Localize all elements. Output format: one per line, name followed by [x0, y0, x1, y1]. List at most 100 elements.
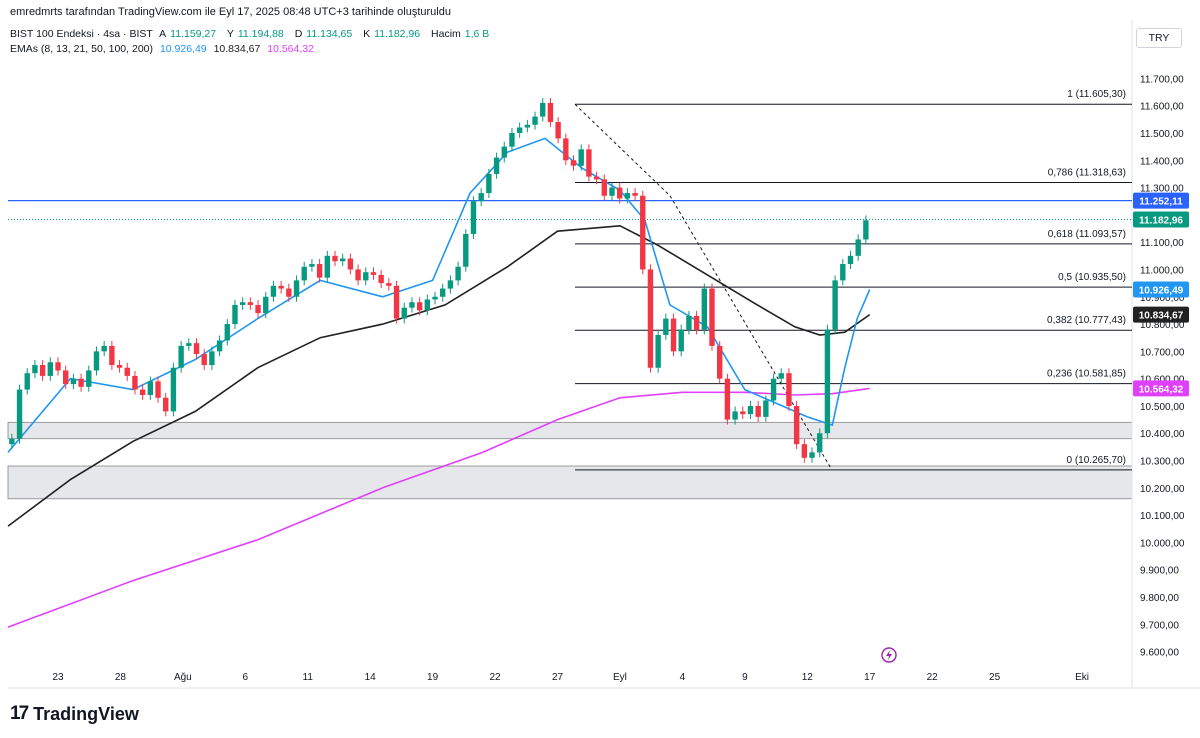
candle-body: [239, 302, 246, 305]
candle-body: [63, 370, 69, 385]
candle-body: [724, 378, 731, 420]
ema-label[interactable]: EMAs (8, 13, 21, 50, 100, 200): [10, 43, 154, 55]
blue-line-tag-bg: [1133, 192, 1189, 209]
ema-fast-tag-bg: [1133, 281, 1189, 298]
time-axis: 23 28 Ağu 6 11 14 19 22 27 Eyl 4 9 12 17 22 25 Eki: [52, 672, 1089, 683]
symbol-legend: BIST 100 Endeksi · 4sa · BIST A 11.159,27…: [10, 28, 497, 40]
candle-body: [447, 280, 454, 289]
y-tick-label: 10.000,00: [1140, 538, 1185, 549]
candle-body: [209, 351, 215, 365]
blue-line-tag: 11.252,11: [1139, 197, 1183, 208]
x-tick-label: 14: [365, 672, 377, 683]
candle-body: [309, 264, 315, 267]
candle-body: [770, 378, 777, 401]
candle-body: [55, 362, 61, 371]
currency-button[interactable]: TRY: [1136, 28, 1182, 48]
price-axis-ticks: 9.600,00 9.700,00 9.800,00 9.900,00 10.000,0…: [8, 20, 1200, 689]
candle-body: [578, 149, 584, 166]
candle-body: [286, 288, 292, 297]
candle-body: [363, 272, 369, 281]
candle-body: [793, 405, 800, 445]
horizontal-blue-line: [8, 200, 1132, 221]
lightning-icon[interactable]: [881, 647, 897, 663]
last-price-tag: 11.182,96: [1139, 216, 1183, 227]
candle-body: [224, 324, 230, 341]
candle-body: [93, 351, 100, 371]
y-tick-label: 10.400,00: [1140, 429, 1185, 440]
ema-mid-line: [7, 224, 871, 527]
candle-body: [824, 329, 831, 434]
candle-body: [647, 269, 654, 368]
candle-body: [416, 302, 423, 311]
symbol-name[interactable]: BIST 100 Endeksi · 4sa · BIST: [10, 28, 153, 40]
candle-body: [124, 367, 130, 376]
y-tick-label: 9.600,00: [1140, 648, 1179, 659]
candle-body: [201, 354, 207, 365]
fib-label: 0,786 (11.318,63): [1048, 167, 1126, 178]
ema-fast-line: [7, 137, 871, 453]
volume-value: Hacim 1,6 B: [431, 28, 490, 40]
ema-mid-value: 10.834,67: [213, 43, 261, 55]
candle-body: [16, 389, 23, 439]
candle-body: [409, 302, 415, 308]
candle-body: [263, 296, 269, 314]
candle-body: [740, 411, 746, 415]
candle-body: [270, 285, 277, 297]
fib-label: 0,236 (10.581,85): [1047, 369, 1126, 380]
price-tags: 11.252,11 11.182,96 10.926,49 10.834,67 10.5…: [1133, 192, 1189, 397]
candle-body: [47, 362, 54, 376]
candle-body: [686, 315, 692, 330]
x-tick-label: 23: [52, 672, 64, 683]
candle-body: [570, 160, 577, 166]
candle-body: [509, 132, 515, 147]
tradingview-logo[interactable]: 17 TradingView: [10, 703, 139, 725]
candle-body: [39, 365, 46, 376]
x-tick-label: 22: [490, 672, 502, 683]
candle-body: [778, 373, 784, 379]
candle-body: [755, 405, 761, 417]
y-tick-label: 9.800,00: [1140, 593, 1179, 604]
chart-caption: emredmrts tarafından TradingView.com ile…: [10, 6, 451, 18]
high-value: Y 11.194,88: [226, 28, 284, 40]
candle-body: [655, 334, 661, 368]
gray-zones: [7, 421, 1133, 500]
candle-body: [101, 345, 107, 352]
x-tick-label: Ağu: [174, 672, 192, 683]
ema-slow-value: 10.564,32: [267, 43, 314, 55]
candle-body: [763, 400, 769, 417]
candle-body: [455, 266, 461, 281]
y-tick-label: 9.700,00: [1140, 620, 1179, 631]
fibonacci-levels: 1 (11.605,30) 0,786 (11.318,63) 0,618 (11.…: [574, 89, 1132, 471]
candle-body: [693, 315, 700, 330]
trend-dash-2: [669, 195, 833, 471]
candle-body: [532, 116, 538, 125]
y-tick-label: 10.500,00: [1140, 402, 1185, 413]
candle-body: [463, 233, 469, 267]
y-tick-label: 9.900,00: [1140, 566, 1179, 577]
candle-body: [616, 187, 623, 199]
fib-label: 0,382 (10.777,43): [1047, 315, 1126, 326]
low-value: D 11.134,65: [294, 28, 353, 40]
fib-label: 0,5 (10.935,50): [1058, 272, 1126, 283]
candle-body: [501, 146, 507, 158]
candle-body: [493, 157, 500, 174]
ema-slow-tag: 10.564,32: [1139, 384, 1184, 395]
candle-body: [316, 264, 323, 278]
fib-label: 0,618 (11.093,57): [1048, 229, 1126, 240]
candle-body: [247, 302, 254, 305]
candle-body: [670, 318, 677, 352]
x-tick-label: 22: [927, 672, 939, 683]
candle-body: [801, 444, 808, 458]
candle-body: [817, 433, 823, 453]
candle-body: [516, 127, 523, 133]
candle-body: [132, 375, 138, 390]
candle-body: [786, 373, 792, 406]
x-tick-label: Eyl: [613, 672, 627, 683]
candle-body: [640, 195, 646, 270]
candle-body: [86, 370, 92, 387]
x-tick-label: 4: [680, 672, 686, 683]
candle-body: [593, 176, 600, 180]
x-tick-label: Eki: [1075, 672, 1089, 683]
candle-body: [424, 299, 431, 311]
